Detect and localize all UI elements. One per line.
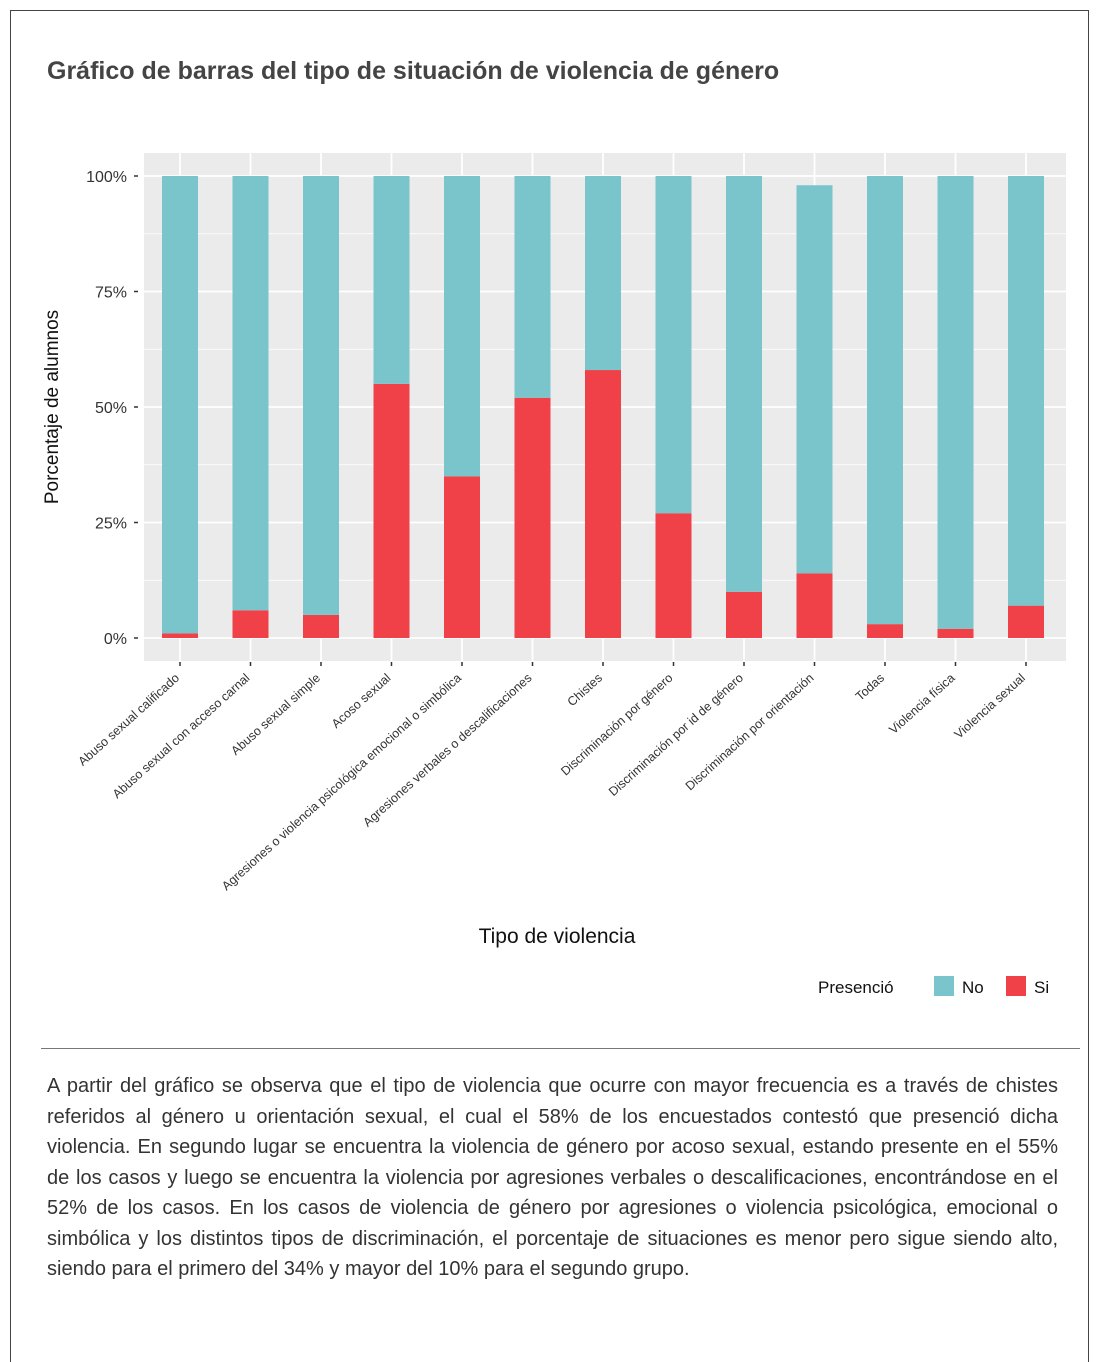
bar-segment-si	[514, 397, 551, 638]
bar-segment-si	[232, 610, 269, 638]
legend-key-no	[934, 976, 954, 996]
bar-segment-no	[655, 176, 692, 514]
legend-title: Presenció	[818, 978, 894, 997]
y-tick-label: 100%	[86, 169, 127, 186]
bar-segment-no	[444, 176, 480, 477]
y-tick-label: 0%	[104, 631, 127, 648]
x-tick-label: Agresiones o violencia psicológica emoci…	[219, 671, 464, 893]
x-tick-label: Discriminación por género	[558, 671, 675, 779]
bar-segment-no	[162, 176, 198, 634]
chart-title: Gráfico de barras del tipo de situación …	[47, 57, 780, 85]
x-tick-label: Violencia sexual	[952, 671, 1028, 742]
x-tick-label: Discriminación por id de género	[606, 671, 746, 799]
bar-segment-si	[444, 476, 480, 638]
legend-label-no: No	[962, 978, 984, 997]
description-paragraph: A partir del gráfico se observa que el t…	[47, 1075, 1058, 1280]
bar-segment-si	[726, 591, 762, 638]
y-axis: 0% 25% 50% 75% 100%	[86, 169, 138, 648]
y-tick-label: 25%	[95, 516, 127, 533]
legend: Presenció No Si	[818, 976, 1049, 997]
bar-segment-si	[937, 628, 974, 638]
divider-line	[41, 1048, 1080, 1049]
page-frame	[10, 10, 1089, 1362]
bar-group	[162, 176, 1044, 638]
y-tick-label: 75%	[95, 285, 127, 302]
bar-chart: 0% 25% 50% 75% 100% Abuso sexual calificadoA…	[42, 153, 1066, 997]
x-tick-label: Abuso sexual con acceso carnal	[110, 671, 253, 801]
bar-segment-si	[867, 624, 903, 638]
bar-segment-si	[585, 370, 621, 638]
bar-segment-no	[796, 185, 833, 574]
bar-segment-no	[1008, 176, 1044, 606]
bar-segment-no	[514, 176, 551, 398]
x-tick-label: Acoso sexual	[329, 671, 394, 731]
bar-segment-si	[655, 513, 692, 638]
legend-label-si: Si	[1034, 978, 1049, 997]
bar-segment-no	[937, 176, 974, 629]
bar-segment-si	[162, 633, 198, 638]
bar-segment-no	[585, 176, 621, 371]
y-tick-label: 50%	[95, 400, 127, 417]
bar-segment-si	[303, 614, 339, 638]
x-tick-label: Chistes	[565, 671, 605, 709]
y-axis-label: Porcentaje de alumnos	[42, 310, 63, 504]
bar-segment-si	[796, 573, 833, 638]
x-axis-label: Tipo de violencia	[479, 925, 636, 948]
bar-segment-no	[726, 176, 762, 592]
x-tick-label: Violencia física	[886, 671, 957, 737]
x-tick-label: Todas	[853, 671, 887, 704]
bar-segment-no	[232, 176, 269, 611]
bar-segment-no	[373, 176, 410, 384]
x-tick-label: Discriminación por orientación	[683, 671, 817, 793]
bar-segment-si	[373, 383, 410, 638]
bar-segment-si	[1008, 605, 1044, 638]
legend-key-si	[1006, 976, 1026, 996]
bar-segment-no	[303, 176, 339, 615]
bar-segment-no	[867, 176, 903, 625]
